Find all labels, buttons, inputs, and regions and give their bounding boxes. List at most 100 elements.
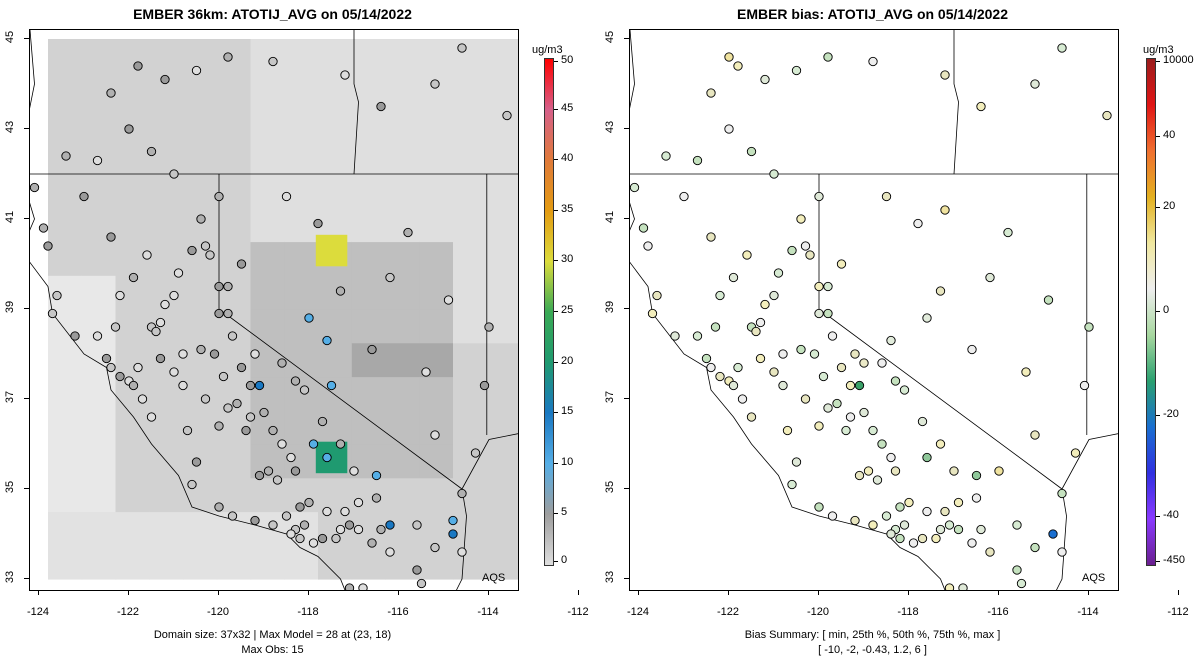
station-marker	[340, 70, 350, 80]
station-marker	[79, 191, 89, 202]
grid-cell	[183, 39, 218, 74]
station-marker	[160, 299, 170, 310]
station-marker	[349, 466, 359, 476]
grid-cell	[183, 511, 218, 546]
station-marker	[340, 506, 350, 517]
station-marker	[850, 515, 860, 526]
station-marker	[128, 272, 139, 283]
station-marker	[908, 538, 919, 548]
station-marker	[443, 295, 454, 305]
grid-cell	[486, 39, 518, 74]
grid-cell	[318, 376, 353, 411]
observation-marker	[922, 452, 932, 463]
station-marker	[985, 272, 995, 283]
bias-colorbar	[1146, 58, 1156, 566]
x-tick	[218, 590, 219, 595]
station-marker	[733, 362, 743, 373]
grid-cell	[250, 140, 285, 175]
station-marker	[737, 394, 748, 404]
grid-cell	[419, 477, 454, 513]
grid-cell	[284, 106, 319, 141]
station-marker	[895, 533, 905, 544]
station-marker	[791, 65, 802, 76]
station-marker	[304, 497, 314, 508]
station-marker	[214, 281, 224, 292]
colorbar-tick-label: 35	[561, 202, 574, 215]
grid-cell	[453, 140, 488, 175]
station-marker	[701, 353, 712, 364]
station-marker	[187, 245, 197, 256]
station-marker	[944, 583, 955, 590]
grid-cell	[385, 140, 420, 175]
grid-cell	[284, 140, 319, 175]
grid-cell	[48, 545, 83, 580]
grid-cell	[48, 410, 83, 445]
station-marker	[1057, 547, 1067, 557]
station-marker	[935, 286, 946, 296]
station-marker	[949, 466, 959, 476]
station-marker	[101, 353, 112, 364]
station-marker	[385, 272, 395, 283]
grid-cell	[216, 342, 252, 378]
station-marker	[191, 457, 202, 467]
station-marker	[106, 232, 116, 242]
station-marker	[967, 538, 977, 548]
colorbar-tick	[554, 513, 558, 515]
grid-cell	[318, 174, 353, 209]
grid-cell	[284, 207, 319, 243]
grid-cell	[183, 174, 218, 209]
station-marker	[904, 497, 914, 508]
station-marker	[268, 520, 278, 530]
grid-cell	[115, 140, 150, 175]
station-marker	[214, 421, 224, 431]
grid-cell	[183, 106, 218, 141]
grid-cell	[183, 309, 218, 344]
station-marker	[877, 358, 887, 368]
aqs-legend-label: AQS	[1082, 572, 1106, 584]
grid-cell	[486, 106, 518, 141]
grid-cell	[385, 444, 420, 479]
grid-cell	[419, 39, 454, 74]
grid-cell	[81, 410, 117, 445]
grid-cell	[250, 207, 285, 243]
grid-cell	[81, 39, 117, 74]
colorbar-tick	[554, 412, 558, 414]
station-marker	[38, 223, 49, 233]
station-marker	[322, 506, 332, 517]
x-tick-label: -122	[716, 606, 740, 618]
grid-cell	[351, 545, 387, 580]
station-marker	[872, 475, 883, 485]
colorbar-tick-label: 10000	[1163, 53, 1194, 66]
grid-cell	[318, 39, 353, 74]
grid-cell	[351, 275, 387, 310]
station-marker	[376, 524, 386, 535]
station-marker	[778, 349, 788, 359]
grid-cell	[453, 275, 488, 310]
or-id-border	[353, 30, 359, 175]
station-marker	[935, 439, 946, 449]
station-marker	[106, 88, 116, 98]
station-marker	[706, 362, 716, 373]
station-marker	[917, 533, 928, 544]
coastline	[630, 30, 946, 590]
station-marker	[836, 362, 847, 373]
grid-cell	[385, 39, 420, 74]
colorbar-tick-label: -450	[1163, 554, 1186, 567]
grid-cell	[419, 174, 454, 209]
station-marker	[940, 506, 950, 517]
colorbar-tick	[554, 311, 558, 312]
station-marker	[173, 268, 184, 278]
grid-cell	[419, 106, 454, 141]
station-marker	[110, 322, 121, 332]
station-marker	[787, 479, 797, 490]
station-marker	[760, 74, 770, 85]
grid-cell	[453, 511, 488, 546]
grid-cell	[115, 39, 150, 74]
y-tick-label: 45	[604, 30, 616, 44]
station-marker	[935, 524, 946, 535]
station-marker	[809, 349, 820, 359]
station-marker	[470, 448, 481, 458]
station-marker	[787, 245, 797, 256]
grid-cell	[250, 545, 285, 580]
grid-cell	[453, 410, 488, 445]
